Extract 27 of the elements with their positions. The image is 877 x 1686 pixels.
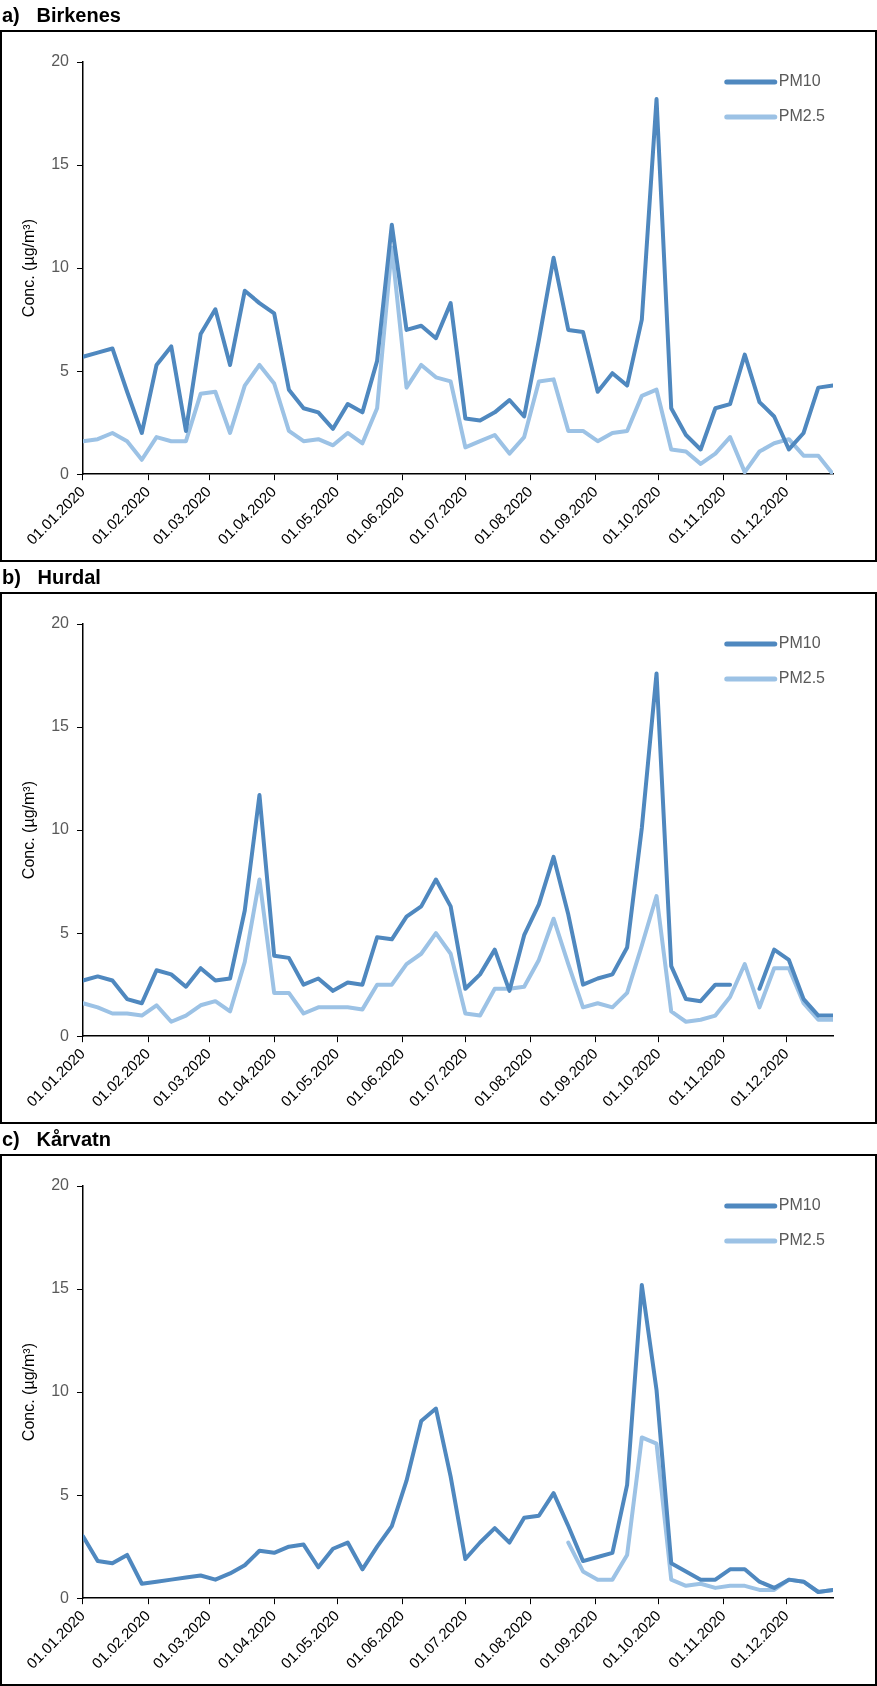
y-tick-label: 15 (51, 1279, 70, 1297)
chart-title: a) Birkenes (1, 3, 122, 28)
legend-label: PM10 (778, 634, 821, 652)
y-tick-label: 0 (60, 464, 70, 482)
y-tick-label: 20 (51, 52, 70, 70)
y-tick-label: 5 (60, 923, 70, 941)
y-tick-label: 10 (51, 820, 70, 838)
y-tick-label: 15 (51, 155, 70, 173)
legend-label: PM10 (778, 1196, 821, 1214)
y-tick-label: 0 (60, 1026, 70, 1044)
y-tick-label: 5 (60, 1485, 70, 1503)
chart-title: b) Hurdal (1, 565, 102, 590)
y-tick-label: 15 (51, 717, 70, 735)
chart-title: c) Kårvatn (1, 1127, 112, 1152)
y-tick-label: 0 (60, 1588, 70, 1606)
y-tick-label: 20 (51, 1176, 70, 1194)
legend-label: PM10 (778, 72, 821, 90)
y-tick-label: 10 (51, 258, 70, 276)
y-tick-label: 20 (51, 614, 70, 632)
y-axis-title: Conc. (µg/m³) (20, 781, 38, 880)
legend-label: PM2.5 (778, 107, 826, 125)
y-axis-title: Conc. (µg/m³) (20, 1343, 38, 1442)
legend-label: PM2.5 (778, 669, 826, 687)
legend-label: PM2.5 (778, 1231, 826, 1249)
y-axis-title: Conc. (µg/m³) (20, 219, 38, 318)
y-tick-label: 5 (60, 361, 70, 379)
y-tick-label: 10 (51, 1382, 70, 1400)
